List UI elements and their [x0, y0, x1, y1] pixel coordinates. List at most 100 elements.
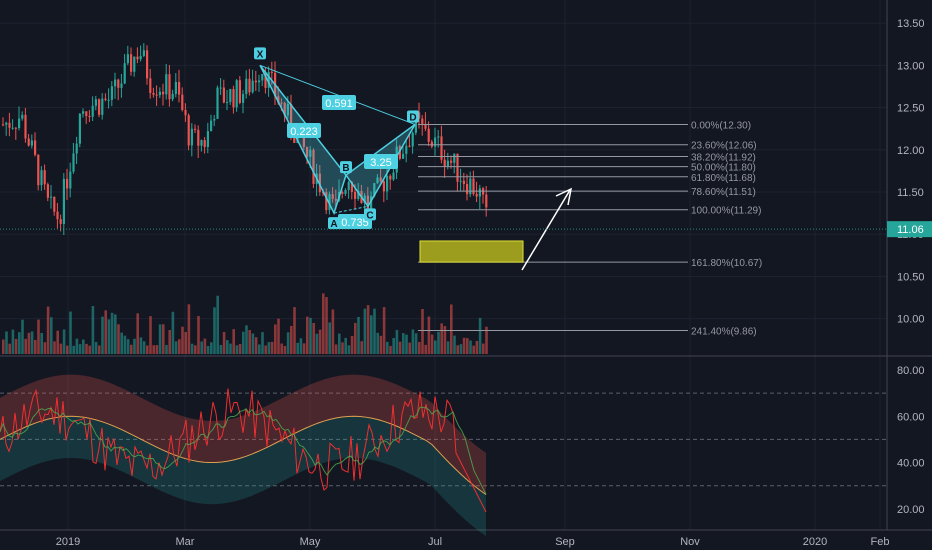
- pattern-point-bg: [407, 110, 419, 123]
- candle-body: [267, 71, 270, 88]
- pattern-point-bg: [340, 161, 352, 174]
- volume-bar: [328, 322, 331, 354]
- volume-bars: [2, 293, 488, 354]
- time-tick-label: 2020: [803, 536, 827, 548]
- indicator-signal-line: [0, 406, 487, 495]
- volume-bar: [466, 338, 469, 354]
- volume-bar: [386, 341, 389, 354]
- volume-bar: [315, 333, 319, 354]
- target-zone[interactable]: [419, 240, 524, 263]
- volume-bar: [226, 340, 229, 354]
- candle-body: [453, 153, 456, 163]
- candle-body: [347, 182, 350, 191]
- indicator-tick-label: 20.00: [897, 504, 925, 516]
- volume-bar: [373, 308, 376, 354]
- volume-bar: [219, 344, 223, 354]
- candle-body: [91, 105, 94, 117]
- volume-bar: [462, 337, 466, 354]
- pattern-ratio-label: 3.25: [370, 157, 391, 169]
- volume-bar: [286, 332, 290, 354]
- candle-body: [18, 118, 21, 129]
- candle-body: [152, 92, 155, 95]
- candle-body: [414, 112, 417, 133]
- pattern-point-label: B: [342, 163, 349, 174]
- projection-arrow-icon[interactable]: [521, 187, 573, 271]
- volume-bar: [312, 323, 315, 354]
- candle-body: [98, 99, 101, 115]
- volume-bar: [450, 304, 453, 354]
- fib-label: 38.20%(11.92): [691, 153, 756, 164]
- volume-bar: [78, 344, 82, 354]
- volume-bar: [306, 316, 309, 354]
- candle-body: [222, 87, 225, 103]
- volume-bar: [85, 343, 88, 354]
- indicator-pane: [0, 374, 886, 537]
- candle-body: [168, 74, 171, 100]
- candle-body: [386, 175, 389, 192]
- pattern-point-bg: [328, 217, 340, 230]
- candle-body: [254, 80, 257, 83]
- volume-bar: [174, 341, 178, 354]
- volume-bar: [213, 307, 216, 354]
- candle-body: [37, 154, 40, 186]
- time-axis[interactable]: 2019 Mar May Jul Sep Nov 2020 Feb: [56, 536, 890, 548]
- fibonacci-levels[interactable]: 0.00%(12.30) 23.60%(12.06)38.20%(11.92)50…: [418, 120, 762, 337]
- volume-bar: [2, 339, 5, 354]
- volume-bar: [274, 324, 277, 354]
- candle-body: [450, 160, 453, 163]
- volume-bar: [46, 306, 50, 354]
- volume-bar: [194, 345, 197, 354]
- volume-bar: [389, 345, 392, 354]
- pattern-ratio-label: 0.735: [341, 217, 369, 229]
- candle-body: [286, 103, 289, 116]
- candle-body: [469, 178, 472, 195]
- harmonic-pattern[interactable]: 0.591 0.223 0.735 3.25 X A B C D: [254, 47, 419, 230]
- candle-body: [389, 175, 392, 180]
- volume-bar: [430, 334, 434, 354]
- volume-bar: [280, 343, 283, 354]
- indicator-axis[interactable]: 80.00 60.00 40.00 20.00: [897, 365, 925, 516]
- volume-bar: [478, 317, 482, 354]
- volume-bar: [14, 338, 18, 354]
- candle-body: [34, 140, 37, 155]
- indicator-upper-band: [0, 374, 486, 495]
- volume-bar: [88, 345, 91, 354]
- volume-bar: [149, 316, 152, 354]
- volume-bar: [245, 325, 248, 354]
- fib-label: 61.80%(11.68): [691, 173, 756, 184]
- candle-body: [2, 124, 5, 126]
- candle-body: [30, 140, 33, 146]
- price-tick-label: 11.50: [897, 187, 924, 199]
- volume-bar: [302, 343, 306, 354]
- volume-bar: [40, 332, 43, 354]
- candle-body: [85, 111, 88, 117]
- volume-bar: [120, 332, 123, 354]
- volume-bar: [43, 342, 47, 354]
- candle-body: [344, 190, 347, 194]
- volume-bar: [258, 344, 261, 354]
- indicator-tick-label: 40.00: [897, 458, 925, 470]
- volume-bar: [366, 305, 370, 354]
- candle-body: [219, 87, 222, 89]
- volume-bar: [69, 311, 72, 354]
- candle-body: [456, 153, 459, 182]
- candle-body: [370, 196, 373, 209]
- volume-bar: [94, 341, 98, 354]
- volume-bar: [334, 344, 338, 354]
- volume-bar: [414, 333, 418, 354]
- volume-bar: [456, 345, 459, 354]
- grid-lines: [0, 0, 932, 531]
- candle-body: [133, 56, 136, 72]
- price-tick-label: 12.00: [897, 145, 925, 157]
- volume-bar: [155, 345, 159, 354]
- candle-body: [59, 219, 62, 224]
- volume-bar: [11, 329, 15, 354]
- price-tick-label: 13.00: [897, 60, 925, 72]
- candle-body: [229, 88, 232, 102]
- candle-body: [424, 123, 427, 129]
- volume-bar: [165, 344, 168, 354]
- candle-body: [261, 74, 264, 81]
- candle-body: [373, 183, 376, 197]
